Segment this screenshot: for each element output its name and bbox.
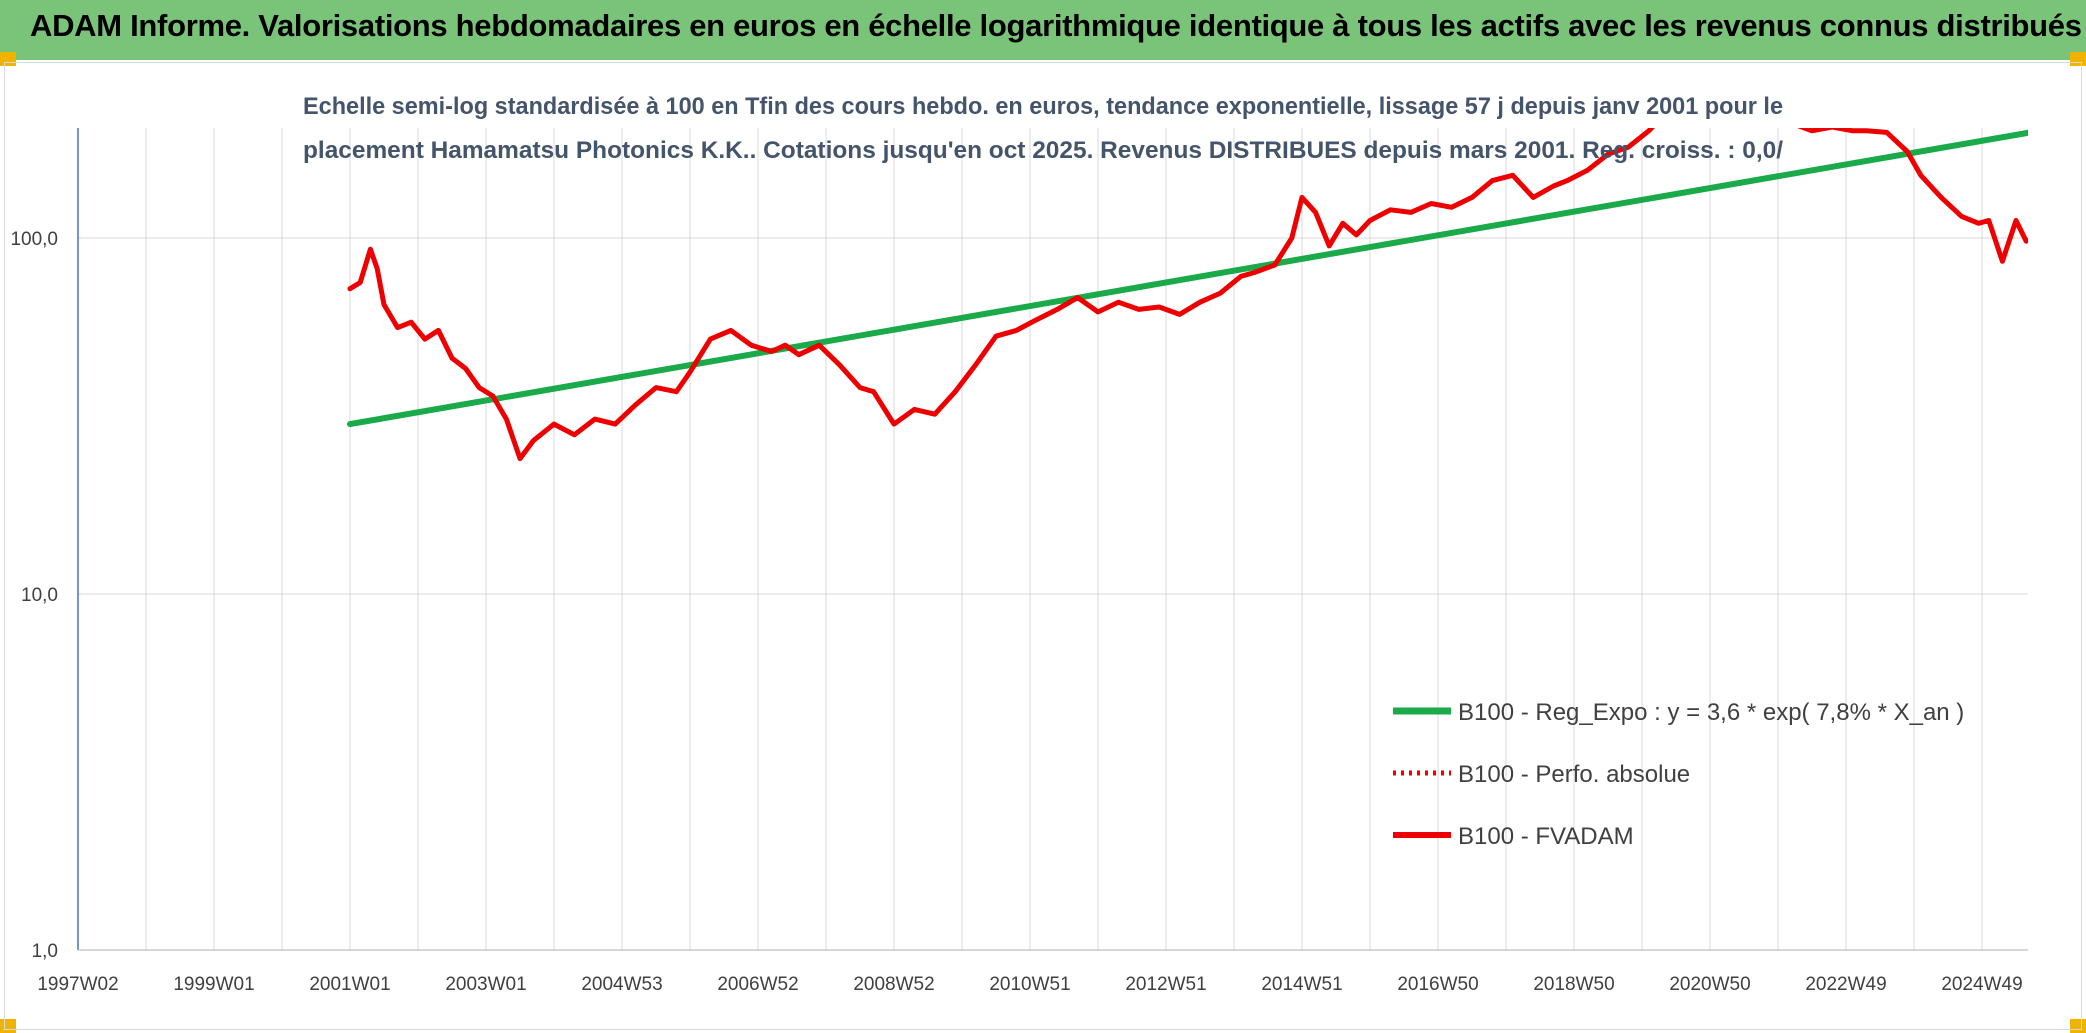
series-line-0 — [347, 129, 2028, 428]
x-tick-label: 1999W01 — [173, 974, 254, 995]
series-line-2 — [347, 128, 2028, 462]
x-tick-label: 2001W01 — [309, 974, 390, 995]
x-tick-label: 1997W02 — [37, 974, 118, 995]
y-tick-label: 1,0 — [32, 941, 58, 962]
x-tick-label: 2010W51 — [989, 974, 1070, 995]
chart-frame — [4, 62, 2082, 1030]
y-tick-label: 100,0 — [10, 229, 58, 250]
chart-title-line: Echelle semi-log standardisée à 100 en T… — [303, 93, 1783, 120]
header-banner: ADAM Informe. Valorisations hebdomadaire… — [0, 0, 2086, 60]
chart-title-line: placement Hamamatsu Photonics K.K.. Cota… — [303, 137, 1783, 164]
x-tick-label: 2006W52 — [717, 974, 798, 995]
page-title: ADAM Informe. Valorisations hebdomadaire… — [30, 8, 2082, 43]
x-tick-label: 2003W01 — [445, 974, 526, 995]
x-tick-label: 2012W51 — [1125, 974, 1206, 995]
x-tick-label: 2024W49 — [1941, 974, 2022, 995]
legend-label: B100 - Reg_Expo : y = 3,6 * exp( 7,8% * … — [1458, 699, 1964, 726]
legend-label: B100 - FVADAM — [1458, 823, 1634, 850]
x-tick-label: 2016W50 — [1397, 974, 1478, 995]
x-tick-label: 2004W53 — [581, 974, 662, 995]
x-tick-label: 2020W50 — [1669, 974, 1750, 995]
x-tick-label: 2018W50 — [1533, 974, 1614, 995]
x-tick-label: 2022W49 — [1805, 974, 1886, 995]
y-tick-label: 10,0 — [21, 585, 58, 606]
legend-label: B100 - Perfo. absolue — [1458, 761, 1690, 788]
x-tick-label: 2008W52 — [853, 974, 934, 995]
x-tick-label: 2014W51 — [1261, 974, 1342, 995]
